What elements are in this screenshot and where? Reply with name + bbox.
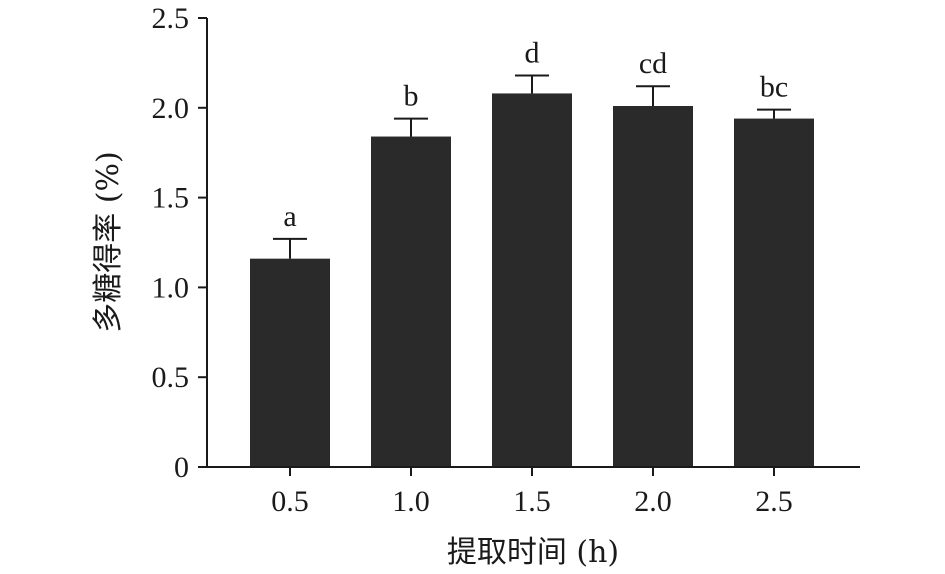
y-tick-label: 0.5 [152,361,190,394]
x-tick-label: 0.5 [271,485,309,518]
y-axis-ticks: 0 0.5 1.0 1.5 2.0 2.5 [152,2,207,484]
significance-label: cd [639,47,667,80]
bars-group [250,93,814,468]
x-tick-label: 1.0 [392,485,430,518]
bar [250,258,330,467]
error-bars-group [273,74,791,259]
y-tick-label: 2.0 [152,92,190,125]
significance-label: bc [760,71,788,104]
significance-label: d [525,36,540,69]
x-tick-label: 2.5 [755,485,793,518]
y-tick-label: 2.5 [152,2,190,35]
x-tick-label: 2.0 [634,485,672,518]
bar [734,118,814,468]
bar [371,136,451,467]
significance-label: a [283,200,296,233]
x-tick-label: 1.5 [513,485,551,518]
y-tick-label: 0 [174,451,189,484]
bar [613,106,693,467]
significance-labels-group: a b d cd bc [283,36,788,232]
x-axis-title: 提取时间 (h) [447,535,619,570]
bar [492,93,572,467]
x-axis-ticks: 0.5 1.0 1.5 2.0 2.5 [271,467,793,518]
y-axis-title: 多糖得率 (%) [91,151,126,332]
y-tick-label: 1.5 [152,182,190,215]
significance-label: b [404,80,419,113]
y-tick-label: 1.0 [152,271,190,304]
